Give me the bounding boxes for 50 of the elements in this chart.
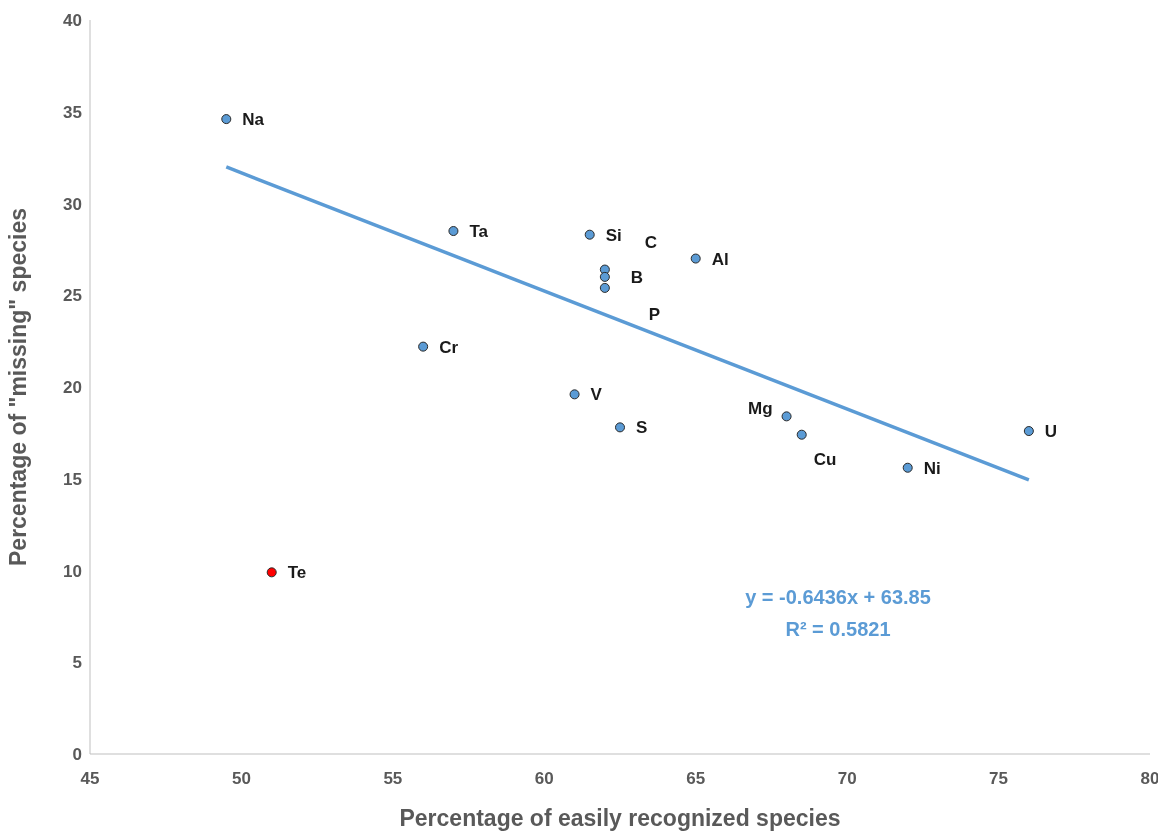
x-tick-label: 80 xyxy=(1140,769,1159,789)
y-tick-label: 20 xyxy=(63,378,82,398)
annotation: V xyxy=(590,385,603,405)
point xyxy=(599,282,610,293)
annotation: R² = 0.5821 xyxy=(784,618,892,641)
point xyxy=(690,253,701,264)
x-tick-label: 75 xyxy=(989,769,1009,789)
point xyxy=(221,114,232,125)
annotation: B xyxy=(630,267,644,287)
point xyxy=(796,429,807,440)
point xyxy=(599,271,610,282)
x-axis-title: Percentage of easily recognized species xyxy=(399,805,841,831)
x-tick-label: 65 xyxy=(686,769,706,789)
x-tick-label: 70 xyxy=(837,769,857,789)
y-tick-label: 40 xyxy=(63,11,82,31)
annotation: Te xyxy=(287,563,307,583)
y-tick-label: 10 xyxy=(63,561,82,581)
x-tick-label: 55 xyxy=(383,769,403,789)
y-tick-label: 30 xyxy=(63,194,82,214)
y-axis-title: Percentage of "missing" species xyxy=(5,207,32,567)
y-tick-label: 0 xyxy=(72,745,82,765)
x-tick-label: 45 xyxy=(80,769,100,789)
annotation: y = -0.6436x + 63.85 xyxy=(744,586,932,609)
annotation: Ni xyxy=(923,458,941,478)
point xyxy=(1023,426,1034,437)
annotation: Cu xyxy=(813,449,837,469)
point xyxy=(584,229,595,240)
annotation: Na xyxy=(242,110,265,130)
point xyxy=(902,462,913,473)
point xyxy=(614,422,626,433)
y-tick-label: 35 xyxy=(63,102,82,122)
annotation: Al xyxy=(711,249,729,269)
y-tick-label: 15 xyxy=(63,469,82,489)
annotation: U xyxy=(1044,422,1058,442)
annotation: Si xyxy=(605,225,622,245)
x-tick-label: 60 xyxy=(534,769,554,789)
point xyxy=(266,567,277,578)
annotation: Cr xyxy=(439,337,459,357)
annotation: C xyxy=(644,232,658,252)
point xyxy=(448,226,459,237)
annotation: Mg xyxy=(748,399,773,419)
point xyxy=(569,389,580,400)
point xyxy=(781,411,792,422)
point xyxy=(418,341,429,352)
y-tick-label: 25 xyxy=(63,286,82,306)
annotation: P xyxy=(648,304,661,324)
x-tick-label: 50 xyxy=(231,769,251,789)
y-tick-label: 5 xyxy=(72,653,82,673)
annotation: Ta xyxy=(469,222,489,242)
annotation: S xyxy=(636,418,648,438)
